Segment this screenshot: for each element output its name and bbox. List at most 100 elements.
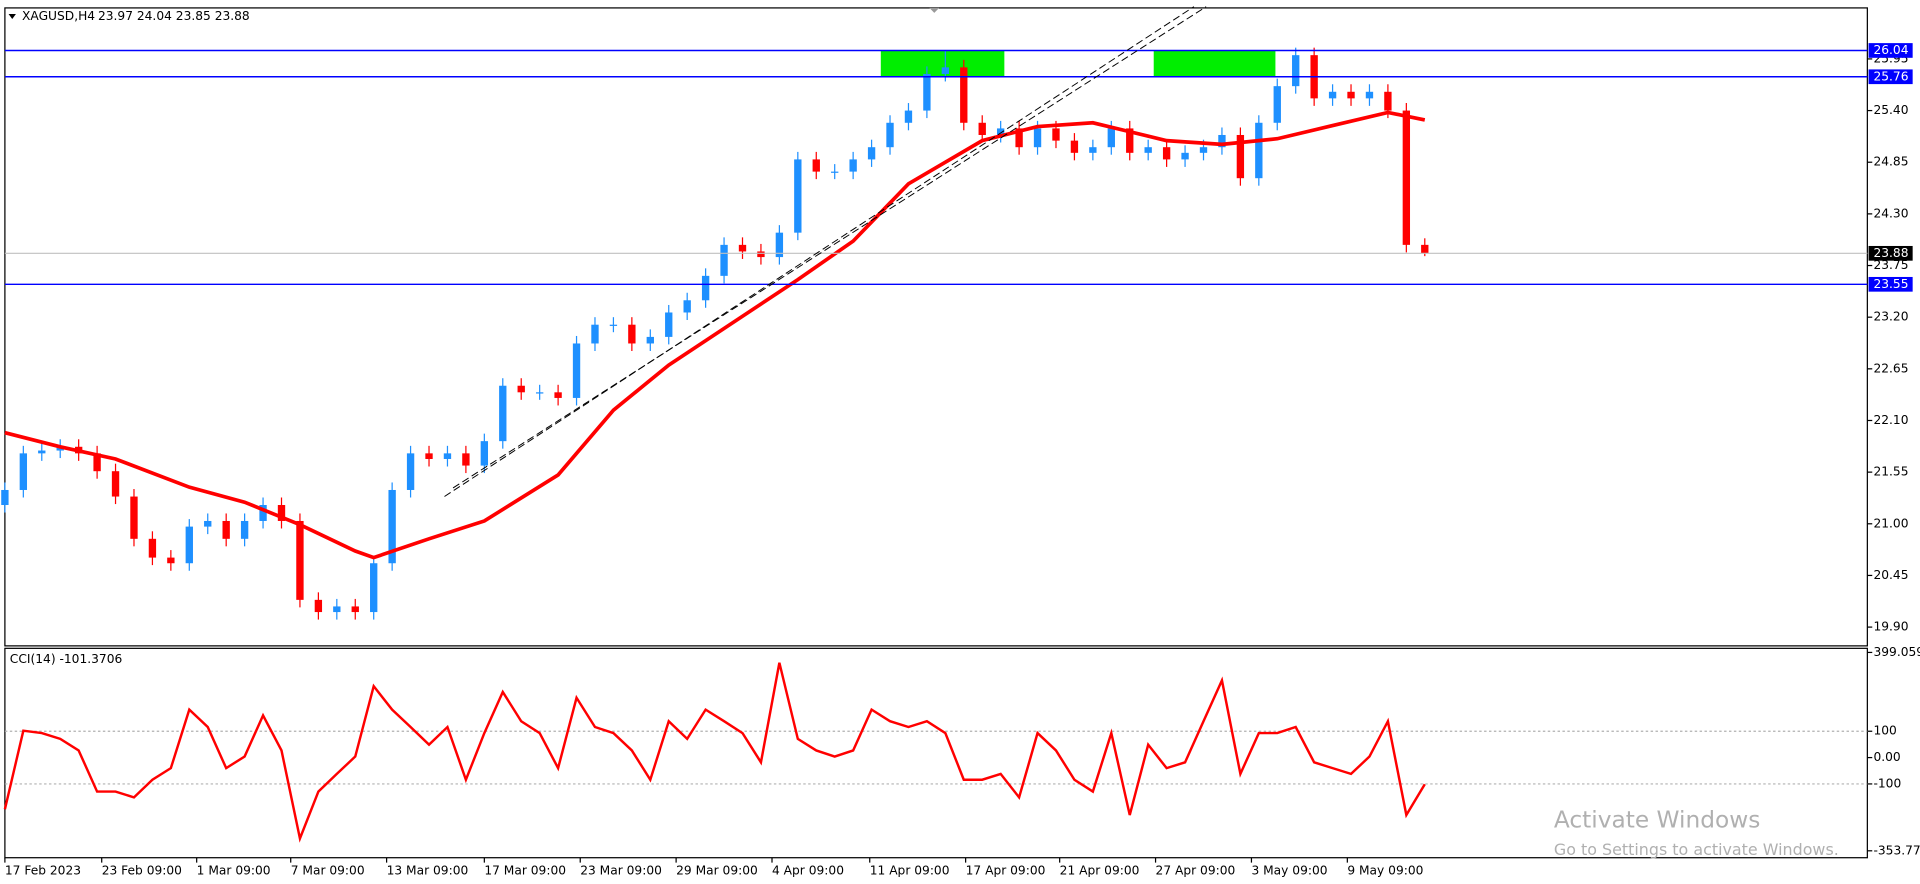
watermark-subtitle: Go to Settings to activate Windows. [1554,840,1839,859]
candle-body [406,453,415,490]
shift-marker [929,7,940,13]
candle-body [1144,147,1152,153]
candle-body [1015,128,1023,148]
y-tick-label: 25.40 [1873,103,1908,117]
candle-body [1218,134,1226,148]
candle-body [960,67,968,123]
candle-body [1236,134,1245,179]
candle-body [333,606,341,613]
candle-body [683,300,691,313]
last-price-box [1868,245,1913,261]
y-tick-label: 100 [1873,724,1896,738]
level-label-box [1868,276,1913,292]
candle-body [314,599,323,613]
candle-body [388,489,396,564]
level-label: 26.04 [1873,43,1908,57]
candle-body [978,122,986,135]
candle-body [1199,147,1208,153]
y-tick-label: -353.774 [1873,843,1920,857]
y-tick-label: 399.059 [1873,645,1920,659]
candle-body [499,385,507,442]
last-price-label: 23.88 [1873,246,1908,260]
candle-body [1421,244,1429,254]
y-tick-label: 22.10 [1873,413,1908,427]
candle-body [572,343,581,398]
candle-body [831,171,839,173]
candle-body [812,159,820,172]
candle-body [517,385,525,393]
y-tick-label: 23.75 [1873,258,1908,272]
x-tick-label: 7 Mar 09:00 [291,864,365,878]
candle-body [130,496,138,539]
candle-body [535,392,544,394]
menu-arrow [8,14,16,19]
cci-line [3,662,1426,843]
x-tick-label: 13 Mar 09:00 [387,864,469,878]
candle-body [185,526,193,564]
candle-body [794,159,802,233]
candle-body [867,147,876,160]
level-label-box [1868,43,1913,58]
candle-body [1162,147,1171,160]
x-tick-label: 3 May 09:00 [1251,864,1327,878]
candle-body [757,251,765,258]
candle-body [1384,91,1392,111]
candle-body [425,453,433,459]
candle-body [38,450,46,454]
candle-body [93,453,101,472]
candle-body [775,232,784,258]
zone [1153,50,1276,77]
candle-body [240,520,249,539]
candle-body [1402,110,1411,245]
level-label: 25.76 [1873,69,1908,83]
y-tick-label: 24.85 [1873,155,1908,169]
candle-body [204,520,212,527]
main-panel [4,7,1868,647]
candle-body [111,471,120,497]
candle-body [886,122,894,148]
candle-body [646,336,654,344]
candle-body [1292,55,1300,87]
candle-body [480,441,489,466]
chart-title: XAGUSD,H4 [22,9,95,23]
candle-body [1347,91,1355,99]
candle-body [554,392,562,398]
candle-body [351,606,359,613]
candle-body [296,520,304,600]
y-tick-label: 20.45 [1873,568,1908,582]
x-tick-label: 21 Apr 09:00 [1060,864,1140,878]
candle-body [1328,91,1337,99]
candle-body [849,159,857,172]
candle-body [1181,152,1189,160]
candle-body [1070,140,1079,153]
candle-body [370,563,378,613]
level-label-box [1868,69,1913,85]
candle-body [720,244,728,276]
candle-body [259,505,267,521]
ohlc-label: 23.97 24.04 23.85 23.88 [98,9,250,23]
x-tick-label: 4 Apr 09:00 [772,864,844,878]
candle-body [591,324,599,344]
x-tick-label: 17 Apr 09:00 [966,864,1046,878]
candle-body [1107,128,1115,148]
candle-body [996,128,1005,135]
candle-body [1033,128,1042,148]
candle-body [443,453,452,459]
candle-body [462,453,470,466]
y-tick-label: 24.30 [1873,206,1908,220]
x-tick-label: 1 Mar 09:00 [197,864,271,878]
candle-body [923,73,931,111]
candle-body [941,67,950,74]
level-label: 23.55 [1873,277,1908,291]
y-tick-label: -100 [1873,776,1901,790]
x-tick-label: 23 Mar 09:00 [580,864,662,878]
y-tick-label: 21.55 [1873,465,1908,479]
candle-body [1052,128,1060,141]
watermark-title: Activate Windows [1554,806,1760,833]
y-tick-label: 21.00 [1873,516,1908,530]
x-tick-label: 17 Mar 09:00 [484,864,566,878]
candle-body [701,275,710,301]
candle-body [1365,91,1374,99]
cci-panel [4,647,1868,859]
candle-body [167,557,175,564]
